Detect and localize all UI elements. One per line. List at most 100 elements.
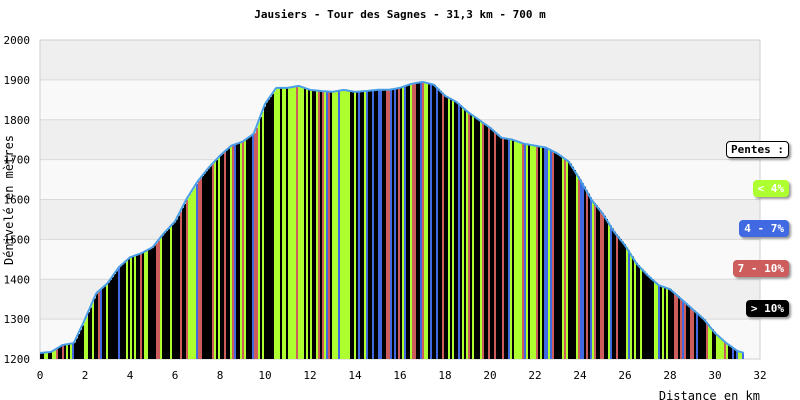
slope-segment bbox=[314, 90, 316, 360]
slope-segment bbox=[476, 117, 478, 359]
slope-segment bbox=[250, 136, 252, 359]
y-tick-label: 2000 bbox=[4, 34, 31, 47]
y-axis-label: Dénivelé en mètres bbox=[2, 135, 16, 265]
slope-segment bbox=[472, 114, 474, 359]
slope-segment bbox=[542, 146, 544, 359]
slope-segment bbox=[614, 231, 616, 359]
slope-stripes bbox=[40, 81, 744, 360]
slope-segment bbox=[394, 88, 396, 359]
slope-segment bbox=[156, 243, 158, 359]
slope-segment bbox=[378, 89, 380, 359]
slope-segment bbox=[620, 239, 622, 359]
slope-segment bbox=[264, 106, 266, 359]
slope-segment bbox=[638, 265, 640, 359]
slope-segment bbox=[442, 92, 444, 360]
slope-segment bbox=[422, 81, 424, 359]
slope-segment bbox=[468, 112, 470, 359]
slope-segment bbox=[204, 173, 206, 359]
slope-segment bbox=[672, 290, 674, 359]
slope-segment bbox=[282, 87, 284, 359]
slope-segment bbox=[208, 168, 210, 359]
slope-segment bbox=[286, 87, 288, 359]
slope-segment bbox=[292, 87, 294, 360]
legend-entry-under-4: < 4% bbox=[752, 180, 789, 197]
slope-segment bbox=[72, 343, 74, 359]
slope-segment bbox=[242, 141, 244, 359]
slope-segment bbox=[492, 129, 494, 359]
slope-segment bbox=[690, 306, 692, 359]
x-tick-label: 22 bbox=[528, 369, 541, 382]
slope-segment bbox=[478, 119, 480, 360]
slope-segment bbox=[128, 259, 130, 359]
slope-segment bbox=[278, 87, 280, 359]
slope-segment bbox=[402, 87, 404, 359]
slope-segment bbox=[168, 228, 170, 359]
slope-segment bbox=[704, 319, 706, 359]
slope-segment bbox=[370, 90, 372, 360]
slope-segment bbox=[100, 289, 102, 359]
slope-segment bbox=[374, 90, 376, 360]
slope-segment bbox=[430, 83, 432, 359]
slope-segment bbox=[600, 210, 602, 359]
slope-segment bbox=[86, 316, 88, 359]
slope-segment bbox=[742, 352, 744, 359]
x-tick-label: 20 bbox=[483, 369, 496, 382]
slope-segment bbox=[434, 84, 436, 359]
slope-segment bbox=[550, 149, 552, 359]
slope-segment bbox=[338, 90, 340, 359]
slope-segment bbox=[420, 82, 422, 360]
slope-segment bbox=[556, 152, 558, 359]
slope-segment bbox=[244, 140, 246, 359]
slope-segment bbox=[724, 341, 726, 359]
slope-segment bbox=[326, 91, 328, 360]
slope-segment bbox=[652, 279, 654, 359]
slope-segment bbox=[110, 279, 112, 359]
slope-segment bbox=[602, 212, 604, 359]
slope-segment bbox=[228, 148, 230, 359]
slope-segment bbox=[488, 126, 490, 359]
slope-segment bbox=[480, 120, 482, 359]
slope-segment bbox=[176, 219, 178, 359]
x-tick-label: 2 bbox=[82, 369, 89, 382]
slope-segment bbox=[570, 163, 572, 359]
slope-segment bbox=[566, 159, 568, 359]
slope-segment bbox=[356, 91, 358, 360]
slope-segment bbox=[306, 88, 308, 360]
slope-segment bbox=[172, 224, 174, 359]
slope-segment bbox=[116, 271, 118, 359]
slope-segment bbox=[464, 108, 466, 359]
slope-segment bbox=[380, 89, 382, 359]
slope-segment bbox=[194, 187, 196, 359]
slope-segment bbox=[424, 82, 426, 360]
slope-segment bbox=[718, 335, 720, 359]
slope-segment bbox=[660, 285, 662, 359]
slope-segment bbox=[138, 254, 140, 359]
slope-segment bbox=[432, 84, 434, 360]
slope-segment bbox=[612, 228, 614, 359]
slope-segment bbox=[440, 90, 442, 359]
slope-segment bbox=[520, 142, 522, 359]
x-tick-label: 14 bbox=[348, 369, 362, 382]
slope-segment bbox=[318, 90, 320, 359]
y-tick-label: 1200 bbox=[4, 353, 31, 366]
slope-segment bbox=[444, 94, 446, 360]
slope-segment bbox=[504, 138, 506, 359]
slope-segment bbox=[628, 250, 630, 359]
slope-segment bbox=[606, 219, 608, 359]
slope-segment bbox=[104, 286, 106, 359]
x-tick-label: 12 bbox=[303, 369, 316, 382]
y-tick-label: 1400 bbox=[4, 273, 31, 286]
slope-segment bbox=[574, 169, 576, 359]
slope-segment bbox=[456, 101, 458, 359]
slope-segment bbox=[510, 139, 512, 359]
x-tick-label: 24 bbox=[573, 369, 587, 382]
slope-segment bbox=[626, 246, 628, 359]
slope-segment bbox=[130, 257, 132, 359]
slope-segment bbox=[106, 284, 108, 359]
slope-segment bbox=[586, 190, 588, 359]
slope-segment bbox=[90, 307, 92, 359]
slope-segment bbox=[688, 305, 690, 359]
slope-segment bbox=[296, 86, 298, 359]
slope-segment bbox=[188, 196, 190, 359]
